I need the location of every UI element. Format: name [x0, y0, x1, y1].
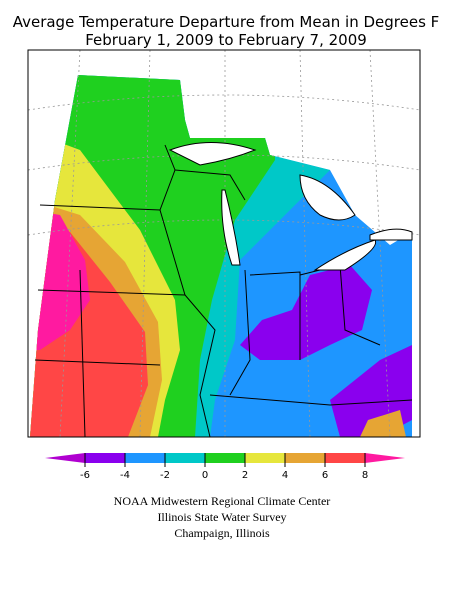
color-bar-segment	[165, 453, 205, 463]
color-bar: -6 -4 -2 0 2 4 6 8	[45, 453, 405, 481]
tick-label: -4	[120, 470, 130, 481]
tick-label: 0	[202, 470, 208, 481]
tick-label: -2	[160, 470, 170, 481]
color-bar-segment	[325, 453, 365, 463]
title-line: February 1, 2009 to February 7, 2009	[85, 31, 367, 49]
credit-line: Champaign, Illinois	[174, 526, 270, 540]
color-bar-segment	[285, 453, 325, 463]
credit-line: Illinois State Water Survey	[157, 510, 286, 524]
credit-line: NOAA Midwestern Regional Climate Center	[114, 494, 331, 508]
color-bar-arrow	[365, 453, 405, 463]
tick-label: 2	[242, 470, 248, 481]
tick-label: -6	[80, 470, 90, 481]
tick-label: 4	[282, 470, 288, 481]
lakes	[168, 142, 413, 271]
title-line: Average Temperature Departure from Mean …	[13, 13, 440, 31]
color-bar-arrow	[45, 453, 85, 463]
tick-label: 6	[322, 470, 328, 481]
color-bar-segment	[205, 453, 245, 463]
graticule	[27, 49, 421, 438]
color-bar-segment	[125, 453, 165, 463]
color-bar-segment	[245, 453, 285, 463]
map-frame	[27, 49, 421, 438]
state-borders	[34, 144, 413, 438]
color-bar-segment	[85, 453, 125, 463]
tick-label: 8	[362, 470, 368, 481]
